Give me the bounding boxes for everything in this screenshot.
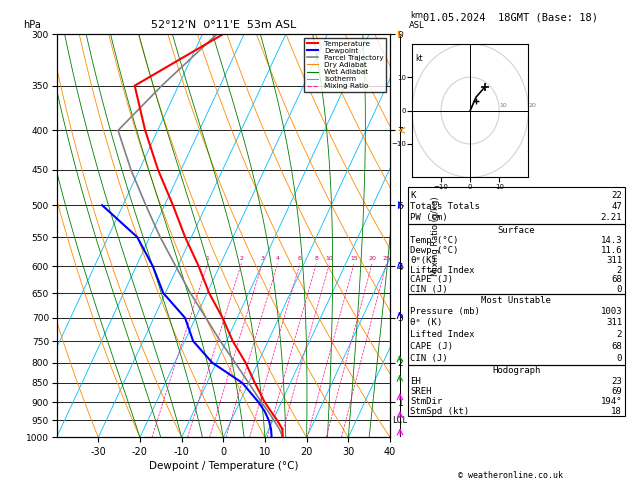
Text: CAPE (J): CAPE (J) [410, 342, 453, 351]
Text: Temp (°C): Temp (°C) [410, 236, 459, 245]
Text: 0: 0 [616, 354, 622, 363]
Text: 6: 6 [298, 257, 302, 261]
Text: CAPE (J): CAPE (J) [410, 276, 453, 284]
Text: 1003: 1003 [601, 307, 622, 316]
Text: 194°: 194° [601, 397, 622, 406]
Text: Dewp (°C): Dewp (°C) [410, 246, 459, 255]
Text: 68: 68 [611, 276, 622, 284]
Text: 20: 20 [528, 103, 537, 108]
Text: 68: 68 [611, 342, 622, 351]
Text: 11.6: 11.6 [601, 246, 622, 255]
Text: 4: 4 [276, 257, 280, 261]
Text: Lifted Index: Lifted Index [410, 265, 475, 275]
Text: 25: 25 [382, 257, 391, 261]
Text: Hodograph: Hodograph [492, 366, 540, 376]
Text: © weatheronline.co.uk: © weatheronline.co.uk [459, 471, 563, 480]
Text: SREH: SREH [410, 387, 431, 396]
Legend: Temperature, Dewpoint, Parcel Trajectory, Dry Adiabat, Wet Adiabat, Isotherm, Mi: Temperature, Dewpoint, Parcel Trajectory… [304, 37, 386, 92]
Text: StmDir: StmDir [410, 397, 442, 406]
Text: km
ASL: km ASL [409, 11, 425, 30]
Title: 52°12'N  0°11'E  53m ASL: 52°12'N 0°11'E 53m ASL [151, 20, 296, 31]
Text: kt: kt [415, 54, 423, 63]
Text: 18: 18 [611, 407, 622, 416]
Text: Surface: Surface [498, 226, 535, 235]
Text: 10: 10 [499, 103, 507, 108]
Text: 23: 23 [611, 377, 622, 386]
Text: 01.05.2024  18GMT (Base: 18): 01.05.2024 18GMT (Base: 18) [423, 12, 598, 22]
Text: θᵉ (K): θᵉ (K) [410, 318, 442, 328]
Text: Totals Totals: Totals Totals [410, 202, 480, 211]
Text: 1: 1 [206, 257, 209, 261]
Text: 15: 15 [350, 257, 358, 261]
Text: 20: 20 [368, 257, 376, 261]
Text: 69: 69 [611, 387, 622, 396]
Text: 3: 3 [260, 257, 264, 261]
Text: EH: EH [410, 377, 421, 386]
Text: θᵉ(K): θᵉ(K) [410, 256, 437, 265]
Text: 14.3: 14.3 [601, 236, 622, 245]
Text: Pressure (mb): Pressure (mb) [410, 307, 480, 316]
Text: 10: 10 [326, 257, 333, 261]
Text: PW (cm): PW (cm) [410, 213, 448, 222]
Text: K: K [410, 191, 416, 200]
Text: StmSpd (kt): StmSpd (kt) [410, 407, 469, 416]
Text: Lifted Index: Lifted Index [410, 330, 475, 339]
Text: 2: 2 [616, 330, 622, 339]
Text: Most Unstable: Most Unstable [481, 296, 551, 305]
Text: CIN (J): CIN (J) [410, 285, 448, 294]
Text: 0: 0 [616, 285, 622, 294]
Text: 8: 8 [314, 257, 318, 261]
Text: hPa: hPa [23, 20, 41, 30]
Text: 2: 2 [616, 265, 622, 275]
Text: CIN (J): CIN (J) [410, 354, 448, 363]
Text: 311: 311 [606, 256, 622, 265]
Text: 311: 311 [606, 318, 622, 328]
Text: 2.21: 2.21 [601, 213, 622, 222]
Text: 22: 22 [611, 191, 622, 200]
Text: LCL: LCL [392, 416, 407, 425]
Text: 47: 47 [611, 202, 622, 211]
X-axis label: Dewpoint / Temperature (°C): Dewpoint / Temperature (°C) [148, 461, 298, 471]
Text: 2: 2 [240, 257, 243, 261]
Y-axis label: Mixing Ratio (g/kg): Mixing Ratio (g/kg) [431, 196, 440, 276]
